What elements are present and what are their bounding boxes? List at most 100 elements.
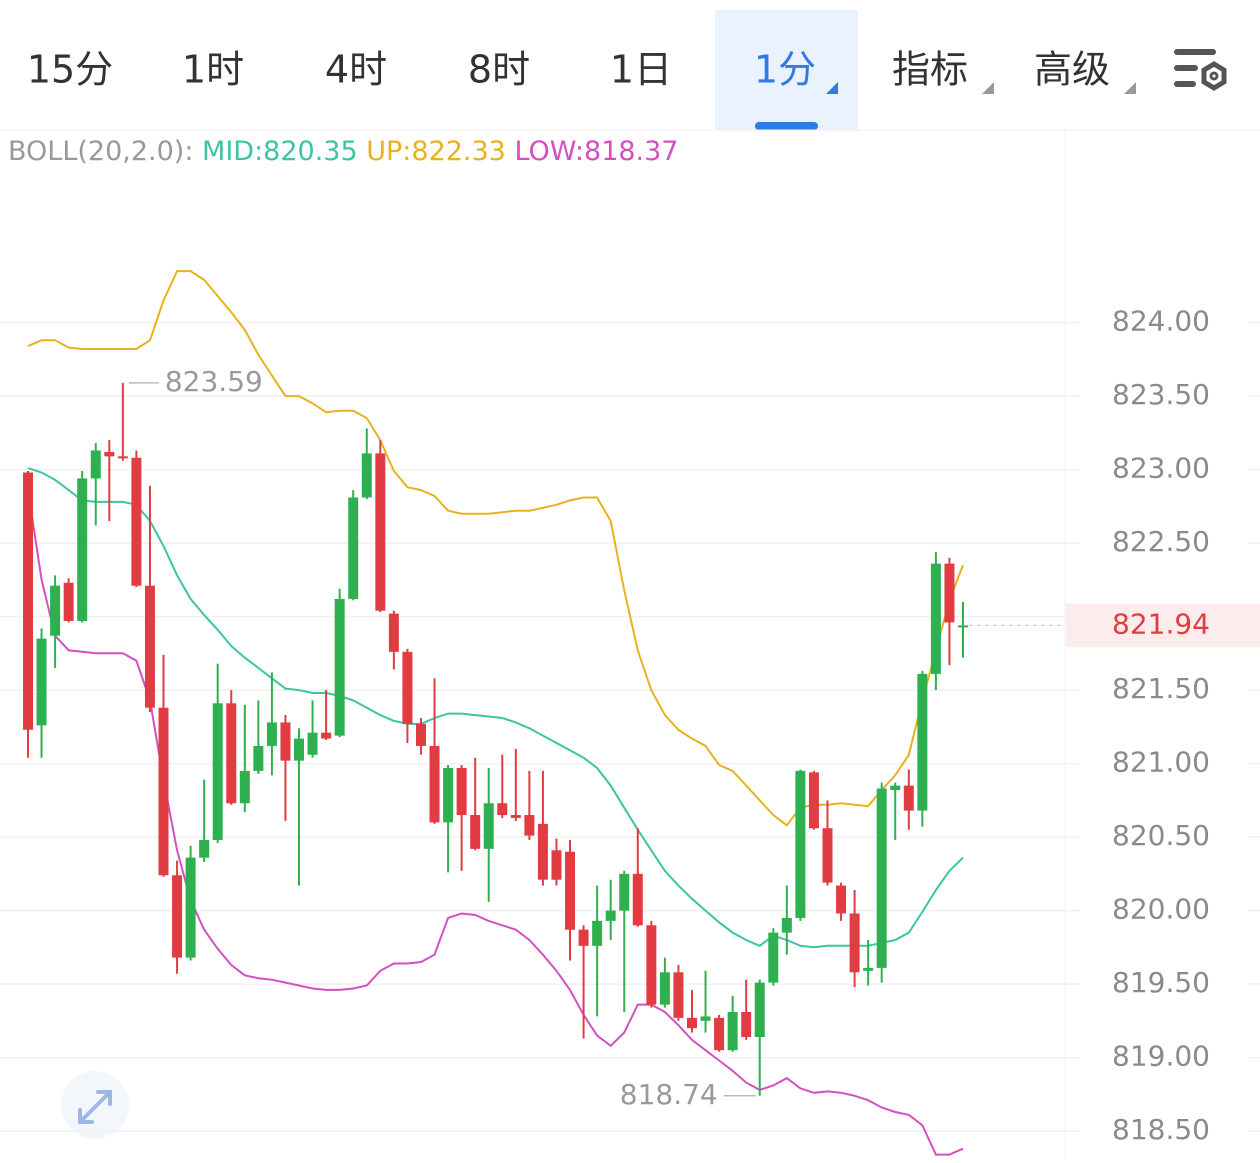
tab[interactable]: 1分 [754, 48, 816, 92]
candle-body [23, 472, 33, 730]
candle-body [131, 457, 142, 586]
candle-body [63, 582, 74, 621]
candle-body [280, 722, 291, 761]
candle-body [470, 815, 481, 849]
candle-body [565, 851, 576, 930]
dropdown-caret [826, 82, 838, 94]
boll-mid-line [27, 467, 964, 949]
candle-body [307, 732, 318, 755]
candle-body [605, 910, 616, 921]
boll-up-line [27, 270, 964, 827]
y-tick-label: 822.50 [1112, 525, 1210, 558]
legend-low: LOW:818.37 [514, 136, 678, 167]
candle-body [714, 1017, 725, 1051]
settings-icon[interactable] [1174, 49, 1227, 91]
active-tab-bg [715, 10, 858, 130]
y-tick-label: 819.50 [1112, 966, 1210, 999]
plot-area [0, 270, 1260, 1156]
y-tick-label: 820.50 [1112, 819, 1210, 852]
candle-body [781, 917, 792, 933]
candle-body [551, 850, 562, 880]
candle-body [226, 703, 237, 804]
y-tick-label: 823.50 [1112, 378, 1210, 411]
candle-body [836, 885, 847, 914]
legend-mid: MID:820.35 [202, 136, 358, 167]
y-tick-label: 823.00 [1112, 452, 1210, 485]
last-price-bg [1066, 603, 1260, 648]
candle-body [727, 1012, 738, 1051]
dropdown-caret [982, 82, 994, 94]
y-tick-label: 820.00 [1112, 893, 1210, 926]
candle-body [619, 873, 630, 911]
candle-body [144, 585, 155, 708]
candle-body [253, 745, 264, 771]
candle-body [497, 803, 508, 816]
tab[interactable]: 15分 [27, 48, 113, 92]
tab[interactable]: 指标 [892, 48, 968, 92]
candle-body [321, 732, 332, 739]
candle-body [876, 788, 887, 968]
candle-body [659, 972, 670, 1005]
tab[interactable]: 1时 [182, 48, 244, 92]
candle-body [700, 1016, 711, 1021]
candle-body [592, 920, 603, 946]
candle-body [849, 913, 860, 973]
candle-body [104, 451, 115, 457]
candle-body [524, 815, 535, 836]
candle-body [741, 1012, 752, 1037]
legend: BOLL(20,2.0): MID:820.35 UP:822.33 LOW:8… [8, 136, 679, 167]
tab[interactable]: 1日 [610, 48, 672, 92]
expand-button[interactable] [61, 1071, 129, 1139]
candle-body [510, 815, 521, 818]
y-tick-label: 821.00 [1112, 746, 1210, 779]
legend-name: BOLL(20,2.0): [8, 136, 193, 167]
last-price-label: 821.94 [1112, 607, 1210, 640]
candle-body [808, 772, 819, 829]
tab[interactable]: 8时 [468, 48, 530, 92]
annotation-label: 818.74 [620, 1078, 718, 1111]
candle-body [483, 803, 494, 849]
candle-body [795, 770, 806, 918]
candle-body [890, 785, 901, 791]
candle-body [50, 585, 61, 636]
candle-body [334, 598, 345, 736]
y-tick-label: 818.50 [1112, 1113, 1210, 1146]
candle-body [415, 723, 426, 746]
candle-body [944, 563, 955, 623]
candle-body [578, 929, 589, 946]
candle-body [822, 828, 833, 883]
candle-body [443, 767, 454, 823]
tab[interactable]: 4时 [325, 48, 387, 92]
candle-body [172, 875, 183, 958]
legend-up: UP:822.33 [366, 136, 506, 167]
candle-body [294, 738, 305, 761]
candle-body [754, 982, 765, 1037]
candle-body [863, 967, 874, 971]
candle-body [646, 925, 657, 1005]
candle-body [768, 932, 779, 983]
candle-body [388, 613, 399, 652]
candle-body [239, 770, 250, 804]
candle-body [199, 840, 210, 858]
candle-body [185, 857, 196, 958]
dropdown-caret [1124, 82, 1136, 94]
candle-body [456, 767, 467, 816]
candle-body [348, 497, 359, 599]
candle-body [266, 722, 277, 746]
y-tick-label: 819.00 [1112, 1040, 1210, 1073]
candle-body [212, 703, 223, 841]
annotation-label: 823.59 [165, 365, 263, 398]
candle-body [930, 563, 941, 674]
candle-body [361, 453, 372, 498]
y-tick-label: 821.50 [1112, 672, 1210, 705]
candle-body [36, 638, 47, 726]
candle-body [90, 450, 101, 479]
candle-body [77, 478, 88, 621]
candle-body [917, 673, 928, 811]
boll-low-line [27, 489, 964, 1156]
candle-body [375, 453, 386, 611]
candle-body [537, 823, 548, 880]
tab[interactable]: 高级 [1034, 48, 1110, 92]
